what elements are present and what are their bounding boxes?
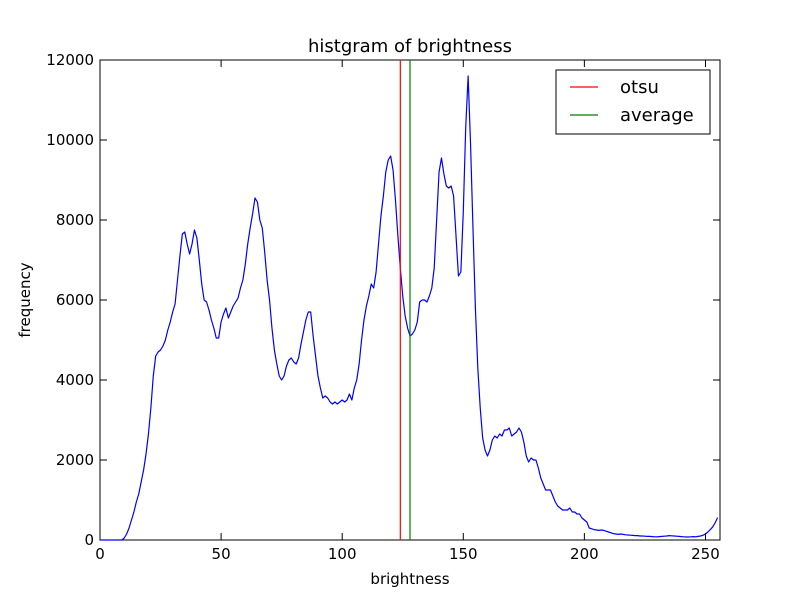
data-marks: [100, 60, 719, 541]
y-tick-label: 6000: [56, 291, 94, 309]
plot-area: 0 50 100 150 200 250 0 2000 4000 6000 8000 10000 120…: [46, 51, 721, 563]
y-tick-label: 0: [84, 531, 94, 549]
x-axis-label: brightness: [370, 570, 449, 588]
legend-label-average: average: [620, 105, 694, 126]
y-tick-label: 10000: [46, 131, 94, 149]
legend-box: [555, 69, 711, 135]
y-tick-label: 2000: [56, 451, 94, 469]
x-tick-label: 100: [328, 545, 357, 563]
x-tick-label: 150: [449, 545, 478, 563]
y-tick-label: 4000: [56, 371, 94, 389]
x-tick-label: 200: [570, 545, 599, 563]
legend-label-otsu: otsu: [620, 77, 659, 98]
legend: otsu average: [555, 69, 711, 135]
axis-ticks: 0 50 100 150 200 250 0 2000 4000 6000 8000 10000 120…: [46, 51, 720, 563]
y-tick-label: 12000: [46, 51, 94, 69]
chart-title: histgram of brightness: [308, 36, 512, 57]
x-tick-label: 50: [212, 545, 231, 563]
x-tick-label: 250: [691, 545, 720, 563]
series-line-brightness: [100, 75, 719, 541]
x-tick-label: 0: [95, 545, 105, 563]
y-tick-label: 8000: [56, 211, 94, 229]
y-axis-label: frequency: [16, 262, 34, 337]
